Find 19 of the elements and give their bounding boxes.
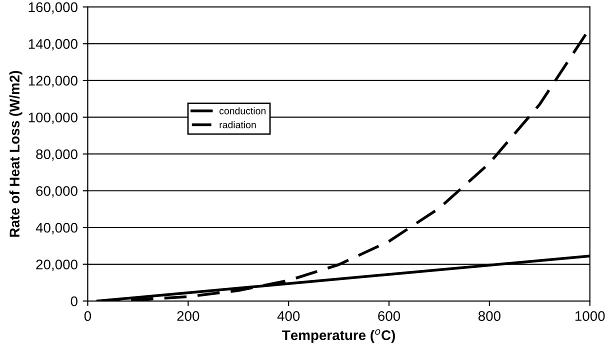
- y-tick-label: 0: [70, 296, 78, 306]
- y-tick-label: 60,000: [36, 186, 78, 198]
- y-tick-label: 120,000: [28, 76, 78, 88]
- x-tick-label: 800: [478, 311, 500, 321]
- x-tick-label: 400: [277, 311, 300, 321]
- y-tick-label: 80,000: [36, 149, 78, 161]
- y-tick-label: 140,000: [28, 39, 78, 51]
- x-tick-label: 600: [378, 311, 400, 321]
- y-axis-title: Rate of Heat Loss (W/m2): [9, 70, 22, 237]
- x-axis-title: Temperature ($^{o}$C): [282, 329, 395, 343]
- y-tick-label: 160,000: [28, 2, 78, 14]
- x-tick-label: 200: [177, 311, 200, 321]
- x-tick-label: 0: [84, 311, 92, 321]
- x-tick-label: 1000: [575, 311, 605, 321]
- legend-label: radiation: [220, 121, 256, 128]
- legend-label: conduction: [220, 107, 266, 114]
- y-tick-label: 40,000: [36, 222, 78, 234]
- y-tick-label: 20,000: [36, 260, 78, 272]
- y-tick-label: 100,000: [28, 112, 78, 124]
